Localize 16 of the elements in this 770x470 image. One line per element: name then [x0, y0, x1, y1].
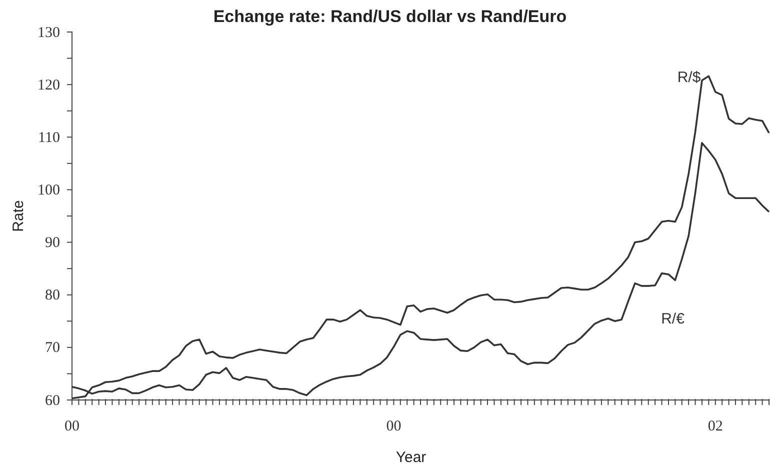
x-tick-label: 02 — [708, 418, 723, 435]
y-tick-label: 110 — [38, 130, 60, 146]
y-tick-label: 120 — [38, 77, 60, 94]
y-axis-title: Rate — [10, 200, 27, 232]
chart-title: Echange rate: Rand/US dollar vs Rand/Euro — [213, 7, 567, 26]
series-label: R/€ — [661, 310, 686, 328]
x-tick-label: 00 — [64, 418, 80, 435]
x-axis-title: Year — [396, 449, 426, 466]
y-tick-label: 80 — [45, 288, 60, 304]
y-tick-label: 130 — [38, 24, 60, 41]
y-tick-label: 60 — [45, 392, 60, 409]
x-tick-label: 00 — [386, 418, 402, 435]
y-tick-label: 70 — [45, 340, 60, 356]
y-tick-label: 90 — [45, 235, 60, 252]
series-label: R/$ — [677, 69, 702, 86]
y-tick-label: 100 — [38, 182, 60, 199]
